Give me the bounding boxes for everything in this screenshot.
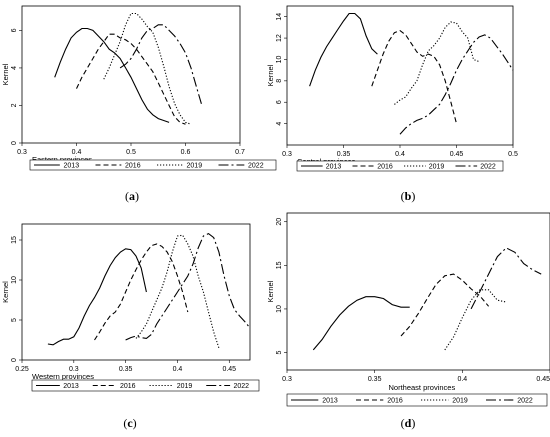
series-line-2022 xyxy=(399,34,514,135)
x-axis-title: Eastern provinces xyxy=(32,155,92,164)
series-line-2016 xyxy=(94,243,189,341)
series-line-2013 xyxy=(309,12,378,87)
chart-panel-4: 0.3 0.35 0.4 0.45 5 10 15 20 Northeast provinces… xyxy=(266,212,550,430)
legend-label-2019: 2019 xyxy=(452,398,468,405)
x-tick-label: 0.6 xyxy=(181,149,191,156)
legend-label-2022: 2022 xyxy=(233,383,249,390)
x-axis-title: Northeast provinces xyxy=(389,383,456,392)
plot-frame xyxy=(21,5,241,144)
legend: 2013 2016 2019 2022 xyxy=(286,393,548,407)
y-tick-label: 4 xyxy=(11,66,18,70)
x-tick-label: 0.7 xyxy=(235,149,245,156)
series-line-2019 xyxy=(103,12,192,125)
legend: 2013 2016 2019 2022 xyxy=(29,159,277,171)
series-line-2019 xyxy=(135,234,220,349)
chart-panel-2: 0.30.350.40.450.5468101214Central provin… xyxy=(266,5,518,203)
y-tick-label: 4 xyxy=(276,122,283,126)
x-tick-label: 0.4 xyxy=(457,376,467,383)
x-tick-label: 0.3 xyxy=(69,366,79,373)
plot-frame xyxy=(21,223,251,361)
series-line-2013 xyxy=(312,296,410,351)
legend-label-2013: 2013 xyxy=(63,383,79,390)
y-axis-title: Kernel xyxy=(1,281,10,303)
y-tick-label: 10 xyxy=(11,276,18,284)
x-tick-label: 0.35 xyxy=(119,366,133,373)
legend-label-2022: 2022 xyxy=(248,163,264,170)
series-line-2022 xyxy=(125,232,251,341)
x-tick-label: 0.5 xyxy=(126,149,136,156)
legend-label-2013: 2013 xyxy=(326,164,342,171)
y-tick-label: 2 xyxy=(11,103,18,107)
legend-label-2013: 2013 xyxy=(64,163,80,170)
y-tick-label: 0 xyxy=(11,141,18,145)
series-line-2019 xyxy=(444,289,507,351)
x-tick-label: 0.35 xyxy=(368,376,382,383)
y-tick-label: 12 xyxy=(276,34,283,42)
legend: 2013 2016 2019 2022 xyxy=(31,379,260,392)
x-tick-label: 0.25 xyxy=(15,366,29,373)
x-tick-label: 0.4 xyxy=(395,151,405,158)
panel-caption: (b) xyxy=(401,189,416,203)
legend-label-2022: 2022 xyxy=(480,164,496,171)
y-tick-label: 15 xyxy=(276,261,283,269)
series-line-2013 xyxy=(54,27,170,123)
legend-label-2019: 2019 xyxy=(177,383,193,390)
legend-label-2019: 2019 xyxy=(429,164,445,171)
x-tick-label: 0.4 xyxy=(173,366,183,373)
y-axis-title: Kernel xyxy=(266,64,275,86)
series-line-2019 xyxy=(394,21,480,105)
series-line-2016 xyxy=(400,273,490,337)
panel-caption: (d) xyxy=(401,416,416,430)
series-line-2016 xyxy=(371,29,458,124)
y-tick-label: 14 xyxy=(276,13,283,21)
x-tick-label: 0.45 xyxy=(450,151,464,158)
y-tick-label: 15 xyxy=(11,236,18,244)
x-tick-label: 0.45 xyxy=(536,376,550,383)
panel-caption: (c) xyxy=(123,416,136,430)
plot-frame xyxy=(286,212,550,371)
x-axis-title: Western provinces xyxy=(32,372,94,381)
y-tick-label: 6 xyxy=(276,100,283,104)
legend-label-2019: 2019 xyxy=(187,163,203,170)
legend-label-2013: 2013 xyxy=(322,398,338,405)
y-tick-label: 6 xyxy=(11,28,18,32)
series-line-2022 xyxy=(470,247,542,310)
plot-frame xyxy=(286,5,514,146)
y-tick-label: 10 xyxy=(276,305,283,313)
panel-caption: (a) xyxy=(125,189,139,203)
y-tick-label: 0 xyxy=(11,358,18,362)
y-axis-title: Kernel xyxy=(1,63,10,85)
legend-label-2016: 2016 xyxy=(387,398,403,405)
x-tick-label: 0.5 xyxy=(508,151,518,158)
series-line-2013 xyxy=(47,248,147,346)
legend: 2013 2016 2019 2022 xyxy=(296,160,504,172)
legend-label-2016: 2016 xyxy=(120,383,136,390)
y-axis-title: Kernel xyxy=(266,280,275,302)
x-tick-label: 0.3 xyxy=(282,151,292,158)
x-tick-label: 0.4 xyxy=(72,149,82,156)
legend-label-2022: 2022 xyxy=(517,398,533,405)
legend-label-2016: 2016 xyxy=(125,163,141,170)
series-line-2022 xyxy=(119,24,203,106)
chart-panel-3: 0.25 0.3 0.35 0.4 0.45 0 5 10 15 Western province… xyxy=(1,223,260,430)
y-tick-label: 5 xyxy=(11,318,18,322)
series-line-2016 xyxy=(76,33,186,125)
chart-panel-1: 0.3 0.4 0.5 0.6 0.7 0 2 4 6 Eastern provinces Kern… xyxy=(1,5,277,203)
x-tick-label: 0.3 xyxy=(282,376,292,383)
y-tick-label: 20 xyxy=(276,218,283,226)
y-tick-label: 5 xyxy=(276,351,283,355)
x-tick-label: 0.3 xyxy=(17,149,27,156)
y-tick-label: 8 xyxy=(276,79,283,83)
legend-label-2016: 2016 xyxy=(377,164,393,171)
y-tick-label: 10 xyxy=(276,55,283,63)
x-tick-label: 0.35 xyxy=(337,151,351,158)
x-tick-label: 0.45 xyxy=(222,366,236,373)
